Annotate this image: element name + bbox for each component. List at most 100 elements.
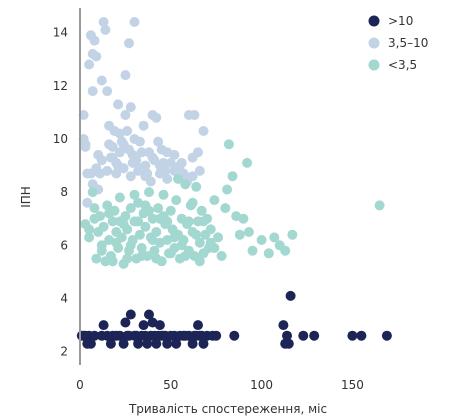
data-point-series-1-64: [194, 165, 205, 176]
y-tick-label-6: 14: [53, 26, 68, 40]
data-point-series-0-6: [98, 320, 109, 331]
data-point-series-2-92: [111, 237, 122, 248]
data-point-series-2-118: [144, 205, 154, 216]
data-point-series-2-82: [263, 248, 274, 259]
legend-marker-2: [368, 59, 380, 71]
data-point-series-1-13: [98, 17, 109, 27]
data-point-series-0-4: [89, 330, 100, 341]
data-point-series-2-109: [151, 253, 162, 264]
data-point-series-2-116: [187, 197, 198, 208]
data-point-series-2-119: [114, 216, 125, 227]
y-tick-label-0: 2: [60, 345, 68, 359]
data-point-series-2-2: [87, 187, 98, 198]
data-point-series-0-39: [193, 320, 203, 331]
data-point-series-1-65: [198, 126, 209, 136]
data-point-series-2-86: [287, 229, 298, 240]
legend-label-2: <3,5: [388, 58, 417, 72]
data-point-series-0-30: [162, 338, 173, 349]
data-point-series-2-4: [91, 253, 102, 264]
data-point-series-0-33: [171, 338, 182, 349]
data-point-series-2-17: [114, 192, 125, 203]
data-point-series-2-1: [84, 232, 95, 243]
data-point-series-2-113: [209, 243, 220, 253]
data-point-series-0-56: [85, 338, 96, 349]
data-point-series-0-16: [133, 338, 144, 349]
data-point-series-1-22: [111, 168, 122, 179]
data-point-series-2-107: [122, 253, 133, 264]
data-point-series-2-112: [194, 256, 205, 267]
data-point-series-1-73: [118, 139, 129, 150]
data-point-series-1-14: [100, 24, 111, 35]
data-point-series-0-14: [125, 309, 136, 320]
data-point-series-1-70: [102, 165, 113, 176]
data-point-series-1-56: [165, 157, 176, 168]
data-point-series-2-73: [223, 139, 234, 150]
data-point-series-2-106: [107, 256, 118, 267]
data-points: [76, 17, 392, 349]
data-point-series-0-12: [120, 317, 131, 328]
data-point-series-0-21: [144, 309, 154, 320]
data-point-series-2-72: [222, 184, 233, 195]
x-axis-title: Тривалість спостереження, міс: [128, 402, 327, 416]
data-point-series-0-64: [282, 330, 292, 341]
data-point-series-1-12: [96, 75, 107, 86]
data-point-series-2-97: [147, 235, 158, 245]
data-point-series-0-45: [229, 330, 240, 341]
data-point-series-0-58: [124, 330, 134, 341]
data-point-series-1-81: [176, 157, 187, 168]
data-point-series-2-89: [89, 213, 100, 224]
data-point-series-2-29: [136, 243, 147, 253]
data-point-series-2-48: [171, 195, 182, 206]
data-point-series-2-35: [147, 213, 158, 224]
data-point-series-2-76: [234, 229, 245, 240]
data-point-series-2-67: [205, 224, 216, 235]
data-point-series-2-31: [140, 221, 151, 232]
data-point-series-2-36: [149, 245, 160, 256]
data-point-series-2-102: [183, 216, 194, 227]
data-point-series-2-70: [216, 251, 227, 261]
legend-label-0: >10: [388, 14, 413, 28]
data-point-series-0-63: [194, 330, 205, 341]
data-point-series-1-84: [82, 197, 93, 208]
data-point-series-1-75: [134, 163, 145, 174]
y-tick-label-1: 4: [60, 292, 68, 306]
data-point-series-2-85: [280, 245, 291, 256]
data-point-series-0-60: [158, 330, 169, 341]
legend: >10 3,5–10 <3,5: [368, 14, 428, 72]
data-point-series-1-63: [193, 147, 203, 158]
data-point-series-1-9: [91, 51, 102, 62]
data-point-series-0-49: [285, 290, 296, 301]
data-point-series-1-83: [187, 171, 198, 182]
data-point-series-2-41: [158, 189, 169, 200]
data-point-series-0-41: [198, 338, 209, 349]
data-point-series-2-3: [89, 203, 100, 214]
data-point-series-2-79: [243, 227, 254, 237]
data-point-series-0-46: [278, 320, 289, 331]
data-point-series-2-103: [191, 229, 202, 240]
data-point-series-2-53: [180, 179, 191, 190]
data-point-series-2-33: [144, 187, 154, 198]
data-point-series-1-33: [125, 102, 136, 113]
data-point-series-2-104: [198, 216, 209, 227]
data-point-series-1-57: [169, 149, 180, 160]
data-point-series-2-78: [242, 157, 253, 168]
data-point-series-1-76: [140, 171, 151, 182]
data-point-series-0-44: [211, 330, 222, 341]
data-point-series-2-62: [196, 205, 207, 216]
data-point-series-2-83: [269, 232, 280, 243]
data-point-series-1-30: [122, 126, 133, 136]
data-point-series-1-69: [96, 155, 107, 166]
legend-label-1: 3,5–10: [388, 36, 428, 50]
data-point-series-1-28: [120, 70, 131, 81]
x-tick-label-0: 0: [76, 378, 84, 392]
data-point-series-2-94: [125, 240, 136, 251]
data-point-series-2-95: [133, 216, 144, 227]
data-point-series-1-71: [107, 152, 118, 163]
data-point-series-1-19: [107, 141, 118, 152]
data-point-series-1-62: [189, 110, 200, 120]
data-point-series-0-55: [78, 330, 89, 341]
data-point-series-2-114: [129, 189, 140, 200]
data-point-series-0-10: [114, 330, 125, 341]
data-point-series-2-69: [213, 232, 223, 243]
data-point-series-1-32: [124, 38, 134, 49]
